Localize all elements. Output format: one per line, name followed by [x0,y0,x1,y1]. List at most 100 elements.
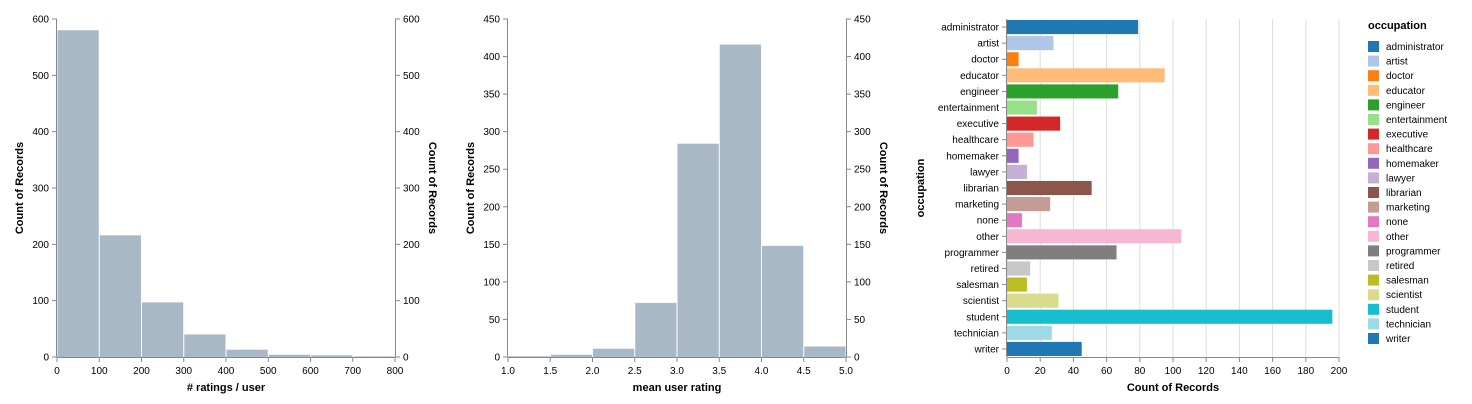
x-tick-label: 200 [1331,366,1348,377]
bar-marketing [1007,197,1051,212]
y-tick-label: scientist [963,296,999,307]
histogram-bar [184,334,226,357]
histogram-bar [508,356,550,357]
y-tick-label-right: 300 [403,184,420,195]
legend-label-librarian: librarian [1386,188,1422,199]
occupation-legend: occupation administrator artist doctor educa… [1368,20,1447,345]
legend-swatch-lawyer [1368,172,1379,184]
y-tick-label-right: 0 [854,353,860,364]
bar-lawyer [1007,164,1027,179]
legend-label-salesman: salesman [1386,276,1429,287]
x-tick-label: 140 [1231,366,1248,377]
x-tick-label: 1.5 [543,366,557,377]
bar-artist [1007,36,1054,51]
y-tick-label: engineer [960,87,1000,98]
y-tick-label-right: 100 [403,296,420,307]
y-tick-label-left: 200 [483,202,500,213]
histogram-bar [804,346,846,357]
legend-swatch-none [1368,216,1379,228]
bar-technician [1007,325,1052,340]
legend-swatch-technician [1368,318,1379,330]
x-tick-label: 4.5 [797,366,811,377]
y-tick-label: homemaker [946,151,999,162]
x-tick-label: 4.0 [755,366,769,377]
y-tick-label: administrator [941,23,999,34]
x-tick-label: 700 [344,366,361,377]
legend-label-healthcare: healthcare [1386,144,1433,155]
histogram-bar [142,302,184,357]
x-tick-label: 400 [218,366,235,377]
legend-swatch-healthcare [1368,143,1379,155]
y-tick-label: doctor [971,55,999,66]
y-tick-label-left: 500 [32,71,49,82]
bar-librarian [1007,180,1092,196]
y-tick-label-left: 0 [494,353,500,364]
legend-swatch-doctor [1368,70,1379,82]
legend-title: occupation [1368,20,1427,32]
x-tick-label: 500 [260,366,277,377]
y-tick-label: none [977,216,1000,227]
legend-swatch-executive [1368,128,1379,140]
x-tick-label: 80 [1134,366,1146,377]
x-tick-label: 600 [302,366,319,377]
y-tick-label: student [966,312,999,323]
x-tick-label: 180 [1297,366,1314,377]
y-tick-label-left: 600 [32,15,49,26]
y-tick-label-right: 300 [854,127,871,138]
histogram-bar [226,349,268,357]
bar-educator [1007,68,1165,83]
y-tick-label: artist [977,39,999,50]
y-tick-label: other [976,232,999,243]
bar-doctor [1007,52,1019,67]
legend-label-writer: writer [1385,334,1411,345]
legend-label-scientist: scientist [1386,290,1422,301]
x-tick-label: 200 [133,366,150,377]
y-tick-label-right: 50 [854,315,866,326]
x-tick-label: 800 [387,366,404,377]
y-tick-label-right: 0 [403,353,409,364]
y-tick-label-right: 450 [854,15,871,26]
y-tick-label-right: 600 [403,15,420,26]
legend-swatch-salesman [1368,274,1379,286]
histogram-bar [593,348,635,357]
bar-engineer [1007,84,1119,99]
legend-label-student: student [1386,305,1419,316]
bar-entertainment [1007,100,1037,115]
y-tick-label: marketing [955,200,999,211]
legend-swatch-administrator [1368,41,1379,52]
y-tick-label: librarian [963,184,999,195]
legend-label-administrator: administrator [1386,42,1444,53]
y-tick-label: healthcare [952,135,999,146]
y-tick-label: writer [974,344,1000,355]
bar-administrator [1007,20,1139,35]
x-tick-label: 120 [1198,366,1215,377]
histogram-bar [311,355,353,357]
y-axis-title-left: Count of Records [14,142,26,234]
y-tick-label-right: 200 [403,240,420,251]
legend-swatch-student [1368,303,1379,315]
histogram-bar [57,30,99,358]
y-tick-label-left: 350 [483,90,500,101]
histogram-bar [353,356,395,357]
legend-label-homemaker: homemaker [1386,159,1439,170]
legend-swatch-librarian [1368,187,1379,198]
y-axis-title: occupation [915,158,927,217]
legend-swatch-scientist [1368,289,1379,301]
y-tick-label-left: 400 [32,127,49,138]
x-tick-label: 300 [175,366,192,377]
x-tick-label: 0 [1004,366,1010,377]
bar-student [1007,309,1333,324]
histogram-bar [99,235,141,357]
y-tick-label-right: 150 [854,240,871,251]
legend-label-educator: educator [1386,86,1426,97]
y-tick-label: retired [971,264,999,275]
y-tick-label-left: 400 [483,52,500,63]
x-tick-label: 40 [1068,366,1080,377]
legend-label-doctor: doctor [1386,71,1414,82]
y-tick-label: salesman [956,280,999,291]
legend-swatch-engineer [1368,99,1379,111]
legend-label-executive: executive [1386,130,1429,141]
y-tick-label-left: 200 [32,240,49,251]
